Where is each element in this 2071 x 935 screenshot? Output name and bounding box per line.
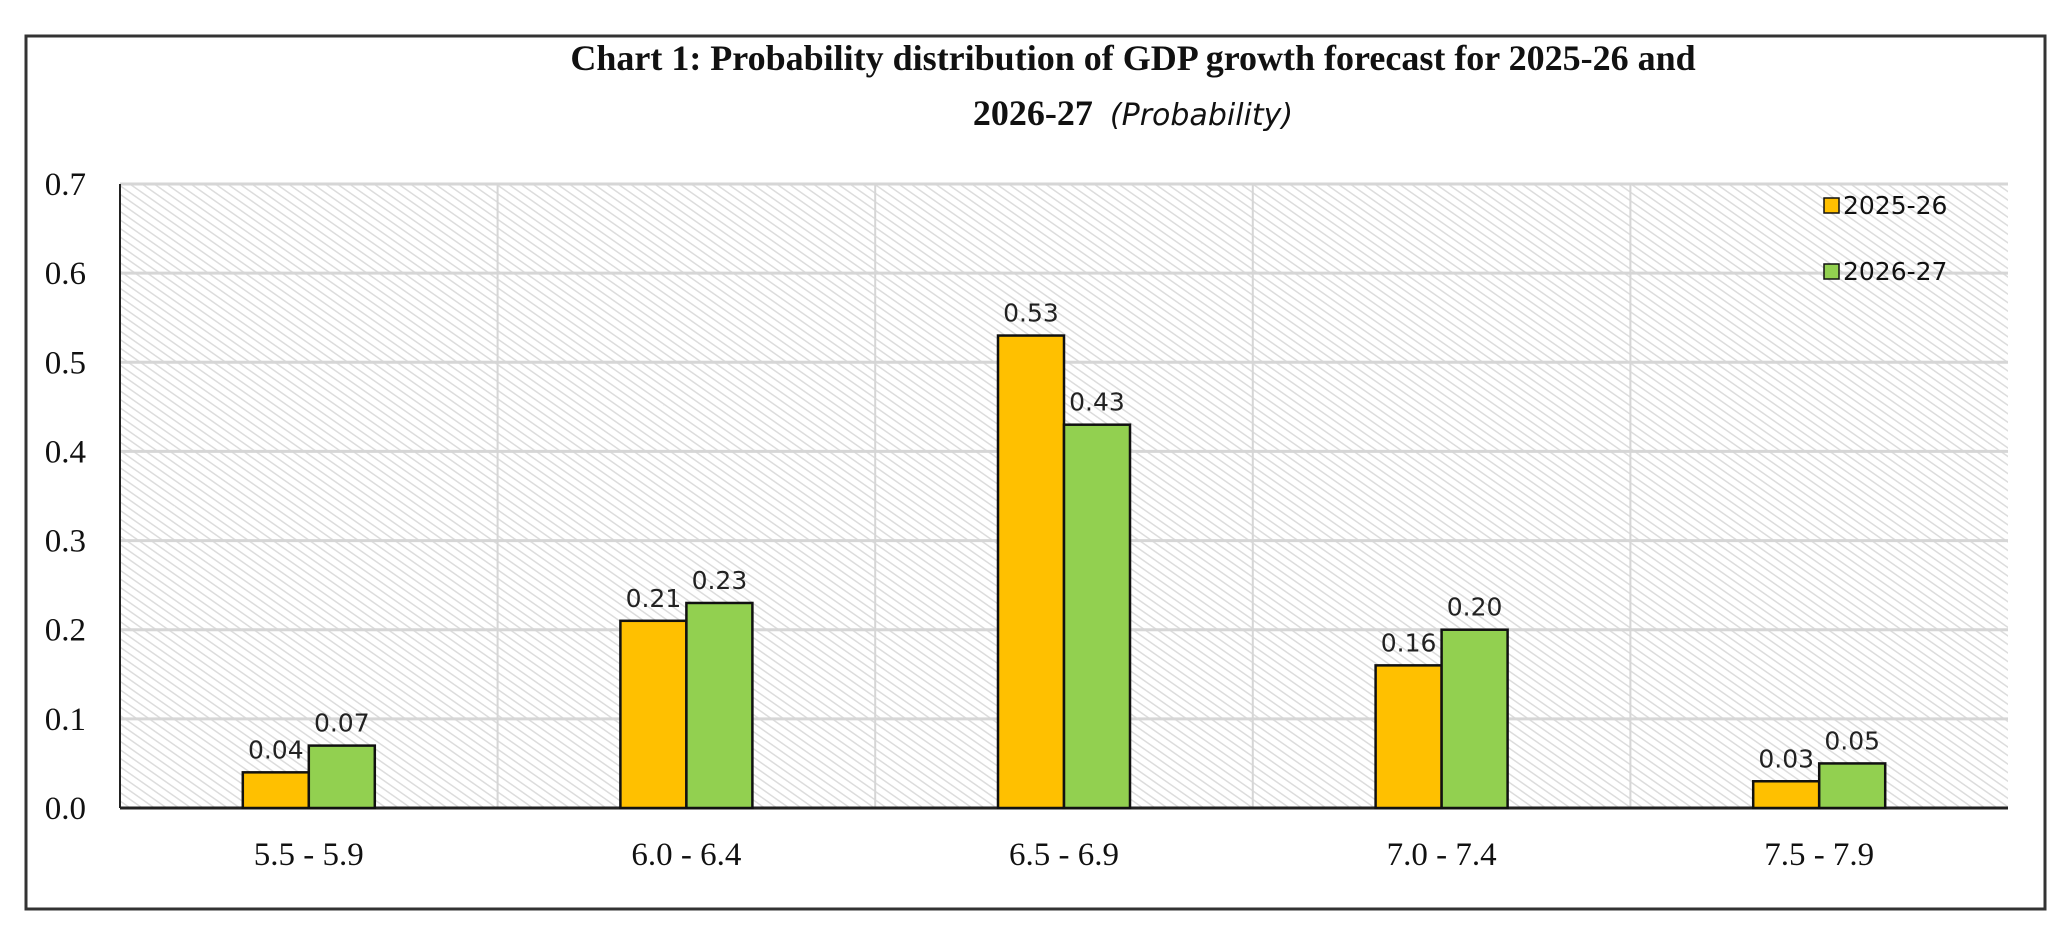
y-tick-label: 0.7 [45, 167, 86, 203]
chart-title-line2: 2026-27 (Probability) [973, 93, 1293, 133]
legend-swatch [1823, 197, 1840, 214]
bar-2025-26-5.5-5.9 [241, 771, 311, 810]
y-tick-label: 0.0 [45, 791, 86, 827]
data-label: 0.05 [1824, 726, 1880, 755]
x-tick-label: 7.0 - 7.4 [1387, 837, 1497, 873]
bar-2025-26-6.0-6.4 [619, 619, 688, 810]
legend-label: 2026-27 [1843, 257, 1947, 286]
y-tick-label: 0.4 [45, 434, 86, 470]
bar-2026-27-6.5-6.9 [1062, 423, 1132, 810]
data-label: 0.16 [1381, 628, 1437, 657]
bar-2026-27-7.5-7.9 [1817, 762, 1887, 810]
chart-title-suffix: (Probability) [1110, 98, 1293, 133]
y-tick-label: 0.1 [45, 702, 86, 738]
y-tick-label: 0.2 [45, 613, 86, 649]
y-tick-label: 0.3 [45, 524, 86, 560]
legend: 2025-26 2026-27 [1823, 191, 1947, 286]
y-tick-label: 0.5 [45, 345, 86, 381]
y-tick-label: 0.6 [45, 256, 86, 292]
data-label: 0.04 [248, 735, 304, 764]
data-label: 0.23 [692, 566, 748, 595]
data-label: 0.20 [1447, 593, 1503, 622]
bar-2025-26-6.5-6.9 [996, 334, 1066, 810]
data-label: 0.21 [626, 584, 682, 613]
x-tick-label: 6.5 - 6.9 [1009, 837, 1119, 873]
x-tick-label: 7.5 - 7.9 [1764, 837, 1874, 873]
legend-label: 2025-26 [1843, 191, 1947, 220]
chart-title-year: 2026-27 [973, 93, 1093, 133]
bar-2025-26-7.0-7.4 [1374, 664, 1443, 810]
chart-title: Chart 1: Probability distribution of GDP… [570, 38, 1695, 78]
data-label: 0.43 [1069, 388, 1125, 417]
data-label: 0.03 [1758, 744, 1814, 773]
data-label: 0.53 [1003, 299, 1059, 328]
data-label: 0.07 [314, 709, 370, 738]
bar-2026-27-7.0-7.4 [1440, 628, 1509, 810]
bar-2025-26-7.5-7.9 [1751, 780, 1821, 810]
x-tick-label: 5.5 - 5.9 [254, 837, 364, 873]
bar-2026-27-5.5-5.9 [307, 744, 377, 810]
bar-2026-27-6.0-6.4 [685, 601, 754, 810]
x-tick-label: 6.0 - 6.4 [631, 837, 741, 873]
legend-swatch [1823, 263, 1840, 280]
